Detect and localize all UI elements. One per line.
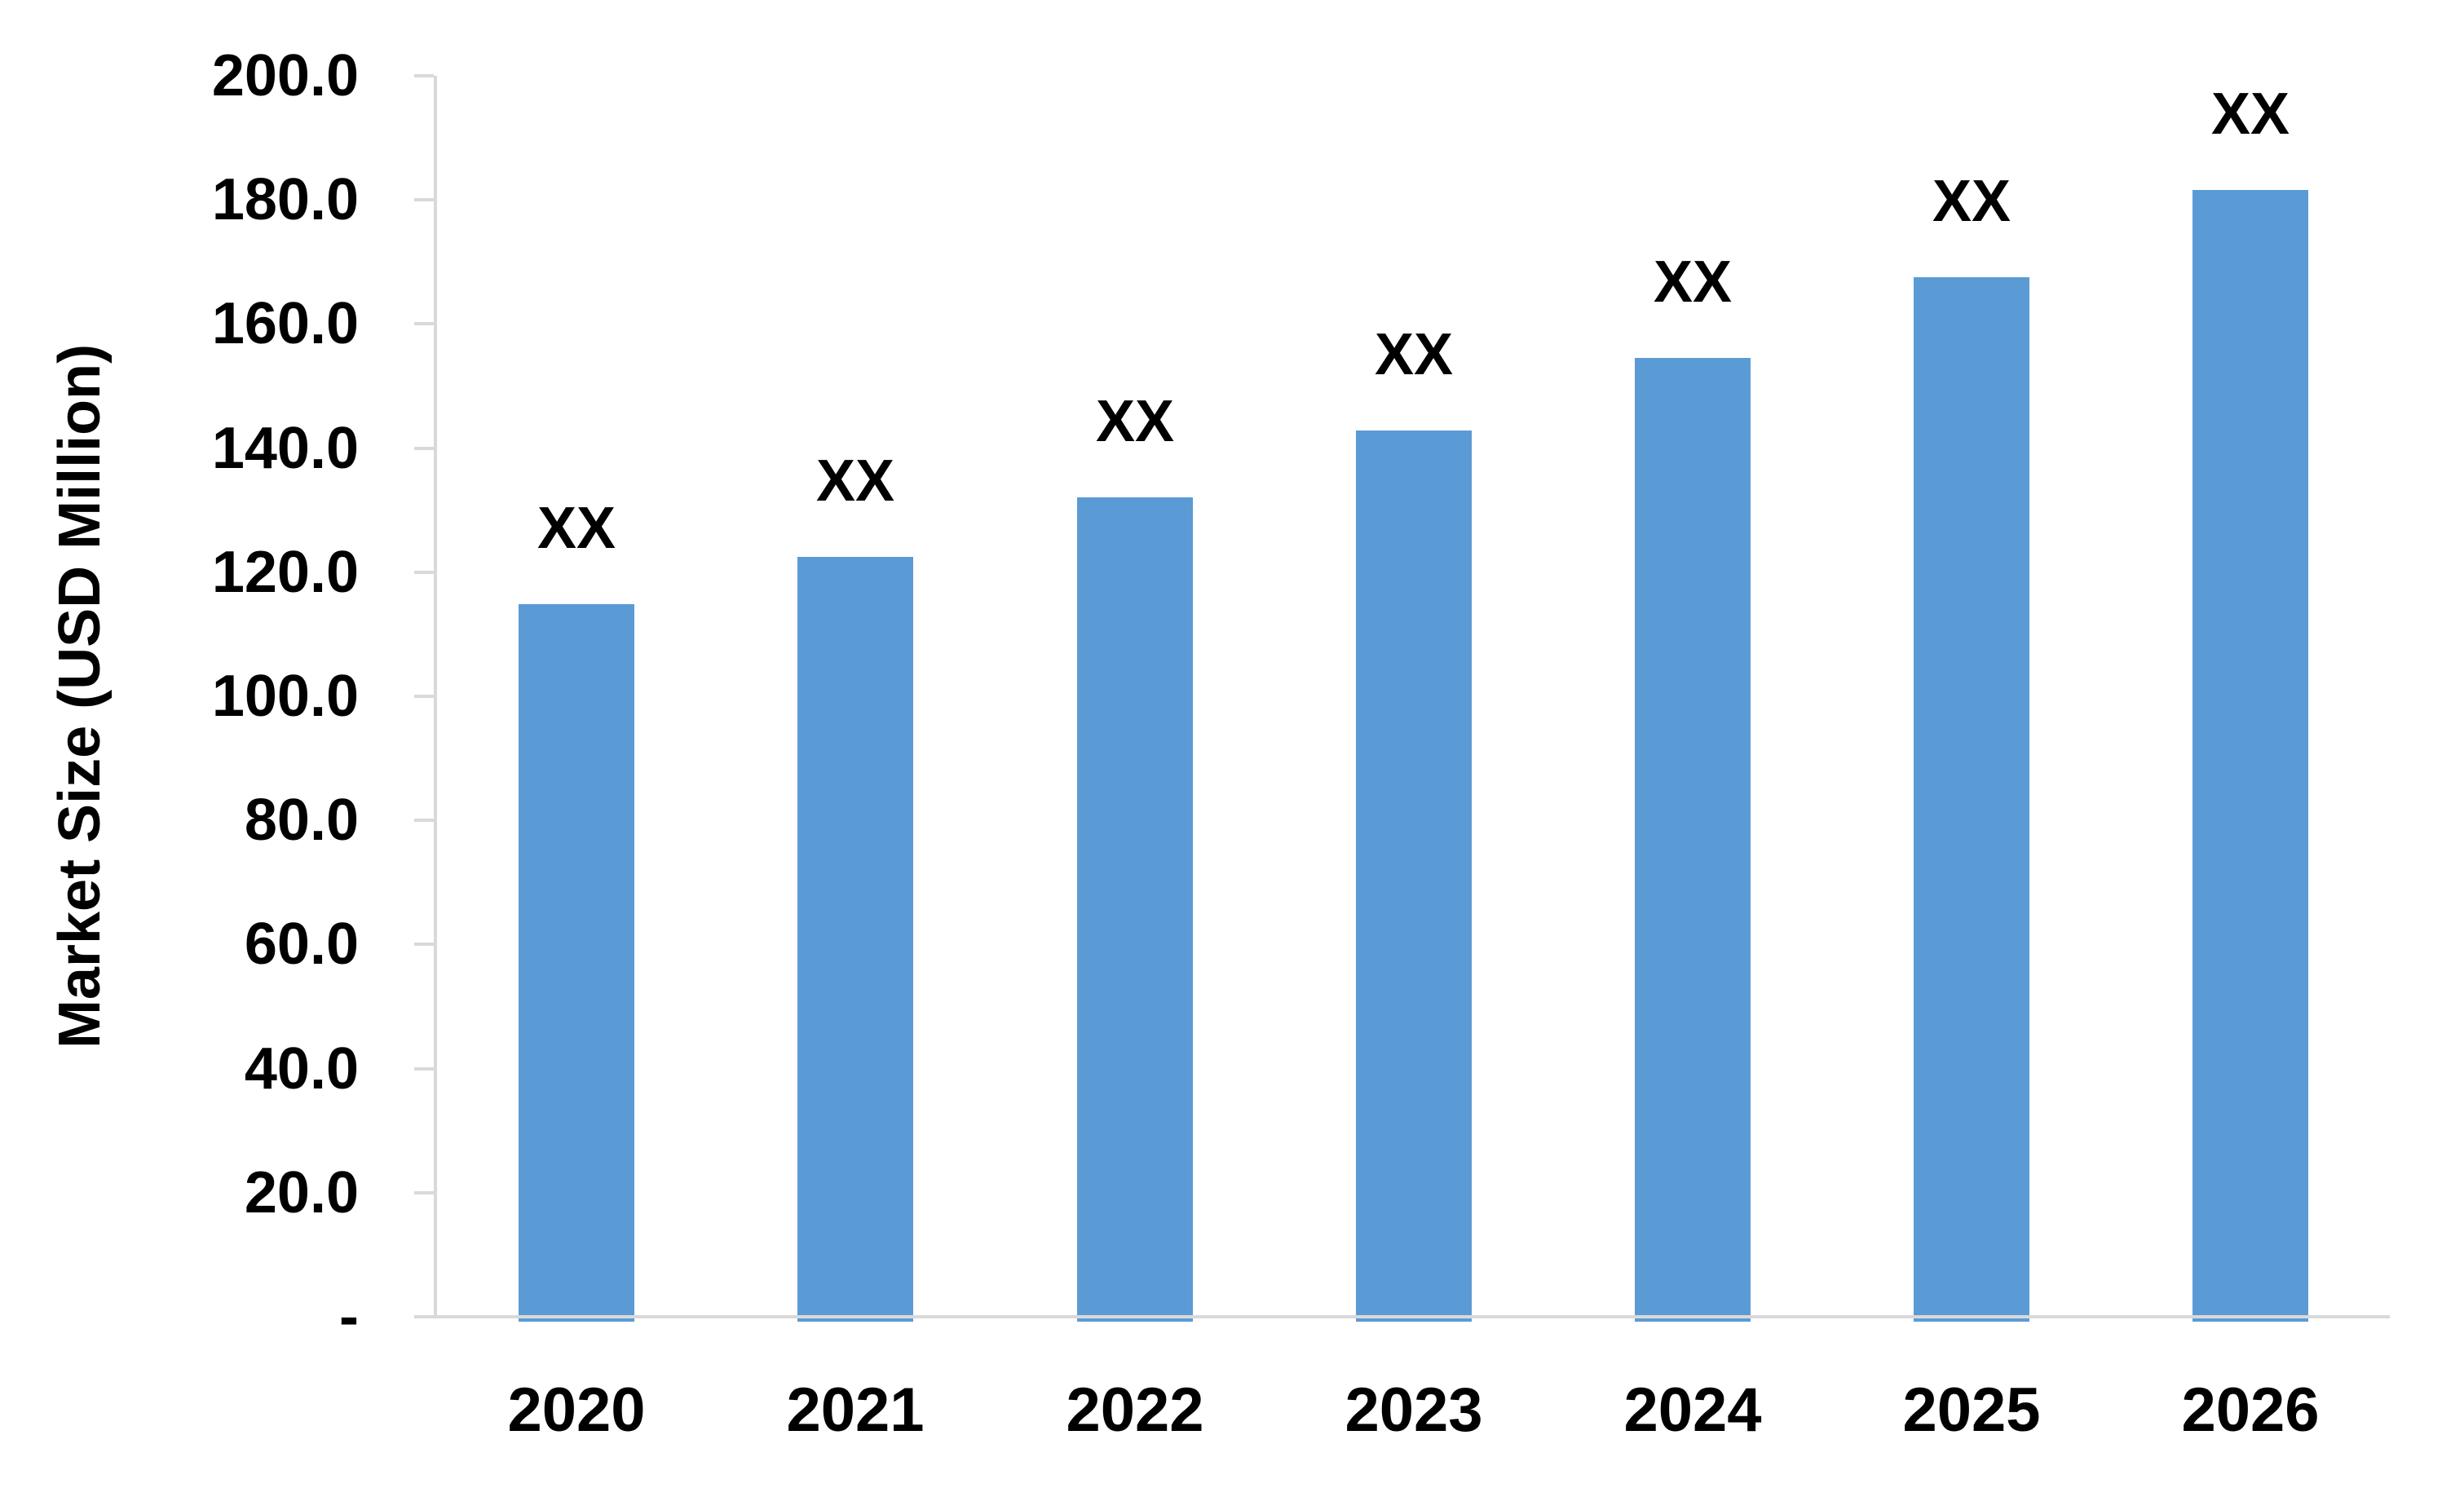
y-tick-mark bbox=[414, 943, 434, 946]
x-tick-label: 2023 bbox=[1345, 1375, 1483, 1445]
bar-2020 bbox=[519, 604, 634, 1322]
x-tick-label: 2024 bbox=[1623, 1375, 1762, 1445]
y-tick-mark bbox=[414, 695, 434, 698]
y-tick-label: 200.0 bbox=[211, 43, 359, 108]
bar-data-label: XX bbox=[1095, 389, 1175, 454]
x-tick-label: 2021 bbox=[786, 1375, 925, 1445]
y-tick-label: 160.0 bbox=[211, 291, 359, 356]
bar-2023 bbox=[1356, 431, 1472, 1322]
x-tick-label: 2026 bbox=[2181, 1375, 2320, 1445]
y-tick-mark bbox=[414, 447, 434, 450]
bar-data-label: XX bbox=[2210, 82, 2290, 147]
y-tick-mark bbox=[414, 1067, 434, 1071]
y-tick-label: 100.0 bbox=[211, 664, 359, 729]
bar-2024 bbox=[1635, 358, 1751, 1322]
x-tick-label: 2022 bbox=[1066, 1375, 1204, 1445]
y-tick-mark bbox=[414, 1315, 434, 1318]
y-tick-mark bbox=[414, 571, 434, 574]
bar-data-label: XX bbox=[537, 496, 616, 561]
bar-data-label: XX bbox=[1932, 169, 2011, 234]
bar-2021 bbox=[797, 557, 913, 1322]
bar-2022 bbox=[1077, 497, 1193, 1322]
y-tick-mark bbox=[414, 198, 434, 201]
y-tick-label: 20.0 bbox=[244, 1160, 359, 1225]
x-axis-line bbox=[434, 1315, 2390, 1318]
bar-2026 bbox=[2192, 190, 2308, 1322]
y-tick-label: 60.0 bbox=[244, 912, 359, 977]
x-tick-label: 2020 bbox=[507, 1375, 646, 1445]
y-axis-line bbox=[434, 76, 437, 1318]
y-tick-mark bbox=[414, 819, 434, 822]
y-tick-label: 80.0 bbox=[244, 788, 359, 853]
bar-data-label: XX bbox=[815, 448, 895, 514]
y-tick-label: - bbox=[339, 1284, 359, 1349]
y-tick-label: 180.0 bbox=[211, 167, 359, 232]
x-tick-label: 2025 bbox=[1902, 1375, 2041, 1445]
bar-data-label: XX bbox=[1374, 322, 1454, 387]
y-tick-mark bbox=[414, 322, 434, 325]
bar-data-label: XX bbox=[1653, 249, 1733, 315]
y-tick-mark bbox=[414, 74, 434, 77]
y-tick-label: 40.0 bbox=[244, 1036, 359, 1102]
bar-2025 bbox=[1914, 277, 2029, 1322]
y-tick-label: 120.0 bbox=[211, 540, 359, 605]
y-tick-mark bbox=[414, 1191, 434, 1194]
y-tick-label: 140.0 bbox=[211, 416, 359, 481]
